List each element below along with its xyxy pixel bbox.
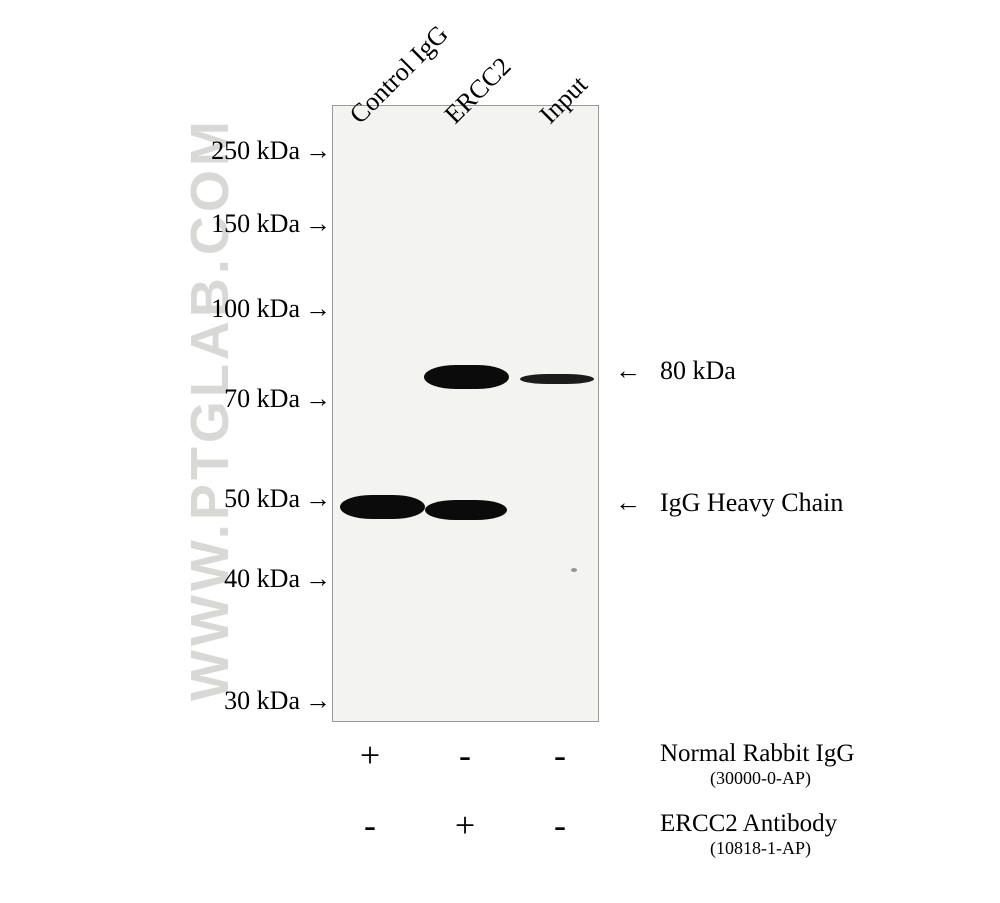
condition-mark: - (540, 804, 580, 846)
blot-band (425, 500, 507, 520)
condition-mark: - (540, 734, 580, 776)
arrow-right-icon: → (305, 384, 331, 414)
arrow-left-icon: ← (615, 356, 641, 386)
band-annotation-label: IgG Heavy Chain (660, 488, 843, 518)
arrow-right-icon: → (305, 484, 331, 514)
blot-band (520, 374, 594, 384)
condition-sublabel: (30000-0-AP) (710, 768, 811, 789)
mw-label: 70 kDa (0, 384, 300, 414)
arrow-right-icon: → (305, 294, 331, 324)
condition-label: ERCC2 Antibody (660, 810, 837, 838)
condition-label: Normal Rabbit IgG (660, 740, 854, 768)
blot-band (340, 495, 425, 519)
blot-band (424, 365, 509, 389)
mw-label: 50 kDa (0, 484, 300, 514)
condition-sublabel: (10818-1-AP) (710, 838, 811, 859)
arrow-left-icon: ← (615, 488, 641, 518)
mw-label: 100 kDa (0, 294, 300, 324)
mw-label: 150 kDa (0, 209, 300, 239)
condition-mark: - (445, 734, 485, 776)
arrow-right-icon: → (305, 209, 331, 239)
mw-label: 40 kDa (0, 564, 300, 594)
artifact-speck (571, 568, 577, 572)
condition-mark: + (350, 734, 390, 776)
arrow-right-icon: → (305, 136, 331, 166)
condition-mark: + (445, 804, 485, 846)
mw-label: 250 kDa (0, 136, 300, 166)
arrow-right-icon: → (305, 686, 331, 716)
figure-container: WWW.PTGLAB.COM 250 kDa→150 kDa→100 kDa→7… (0, 0, 1000, 903)
band-annotation-label: 80 kDa (660, 356, 736, 386)
mw-label: 30 kDa (0, 686, 300, 716)
blot-membrane (332, 105, 599, 722)
arrow-right-icon: → (305, 564, 331, 594)
condition-mark: - (350, 804, 390, 846)
